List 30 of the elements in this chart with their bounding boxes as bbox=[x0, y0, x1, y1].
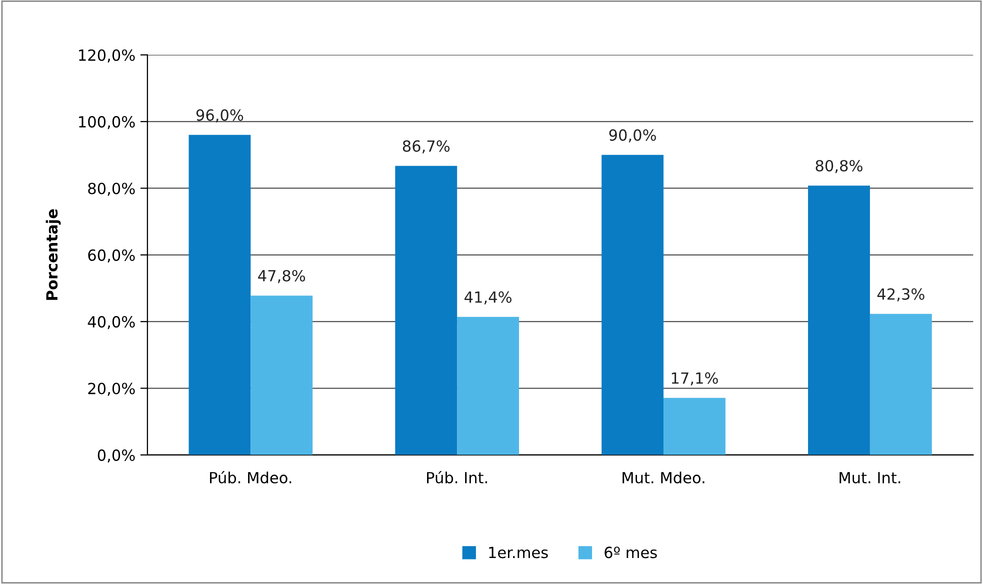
bar bbox=[250, 296, 313, 455]
x-tick-label: Mut. Int. bbox=[840, 472, 900, 484]
bar bbox=[870, 314, 932, 455]
legend-label: 1er.mes bbox=[489, 546, 548, 558]
bar bbox=[188, 134, 251, 455]
bar bbox=[602, 154, 664, 455]
data-label: 90,0% bbox=[609, 129, 656, 142]
y-tick-label: 100,0% bbox=[79, 116, 135, 130]
bar bbox=[664, 398, 726, 455]
data-label: 86,7% bbox=[402, 140, 450, 154]
y-tick-label: 120,0% bbox=[79, 49, 135, 62]
bar bbox=[808, 186, 870, 455]
y-tick-label: 40,0% bbox=[88, 316, 135, 330]
data-label: 96,0% bbox=[196, 109, 244, 122]
x-tick-label: Púb. Mdeo. bbox=[210, 470, 292, 484]
y-tick-label: 80,0% bbox=[88, 182, 135, 196]
data-label: 17,1% bbox=[672, 372, 718, 386]
data-label: 42,3% bbox=[877, 288, 924, 302]
x-tick-label: Púb. Int. bbox=[427, 470, 487, 484]
legend-label: 6º mes bbox=[604, 546, 657, 558]
data-label: 41,4% bbox=[464, 291, 512, 304]
y-tick-label: 0,0% bbox=[98, 449, 135, 463]
x-tick-label: Mut. Mdeo. bbox=[622, 472, 704, 484]
data-label: 47,8% bbox=[258, 270, 306, 284]
data-label: 80,8% bbox=[816, 160, 862, 174]
y-tick-label: 20,0% bbox=[88, 382, 135, 396]
y-tick-label: 60,0% bbox=[88, 249, 135, 262]
bar bbox=[395, 166, 458, 455]
y-axis-title: Porcentaje bbox=[46, 209, 61, 300]
bar bbox=[457, 316, 520, 455]
